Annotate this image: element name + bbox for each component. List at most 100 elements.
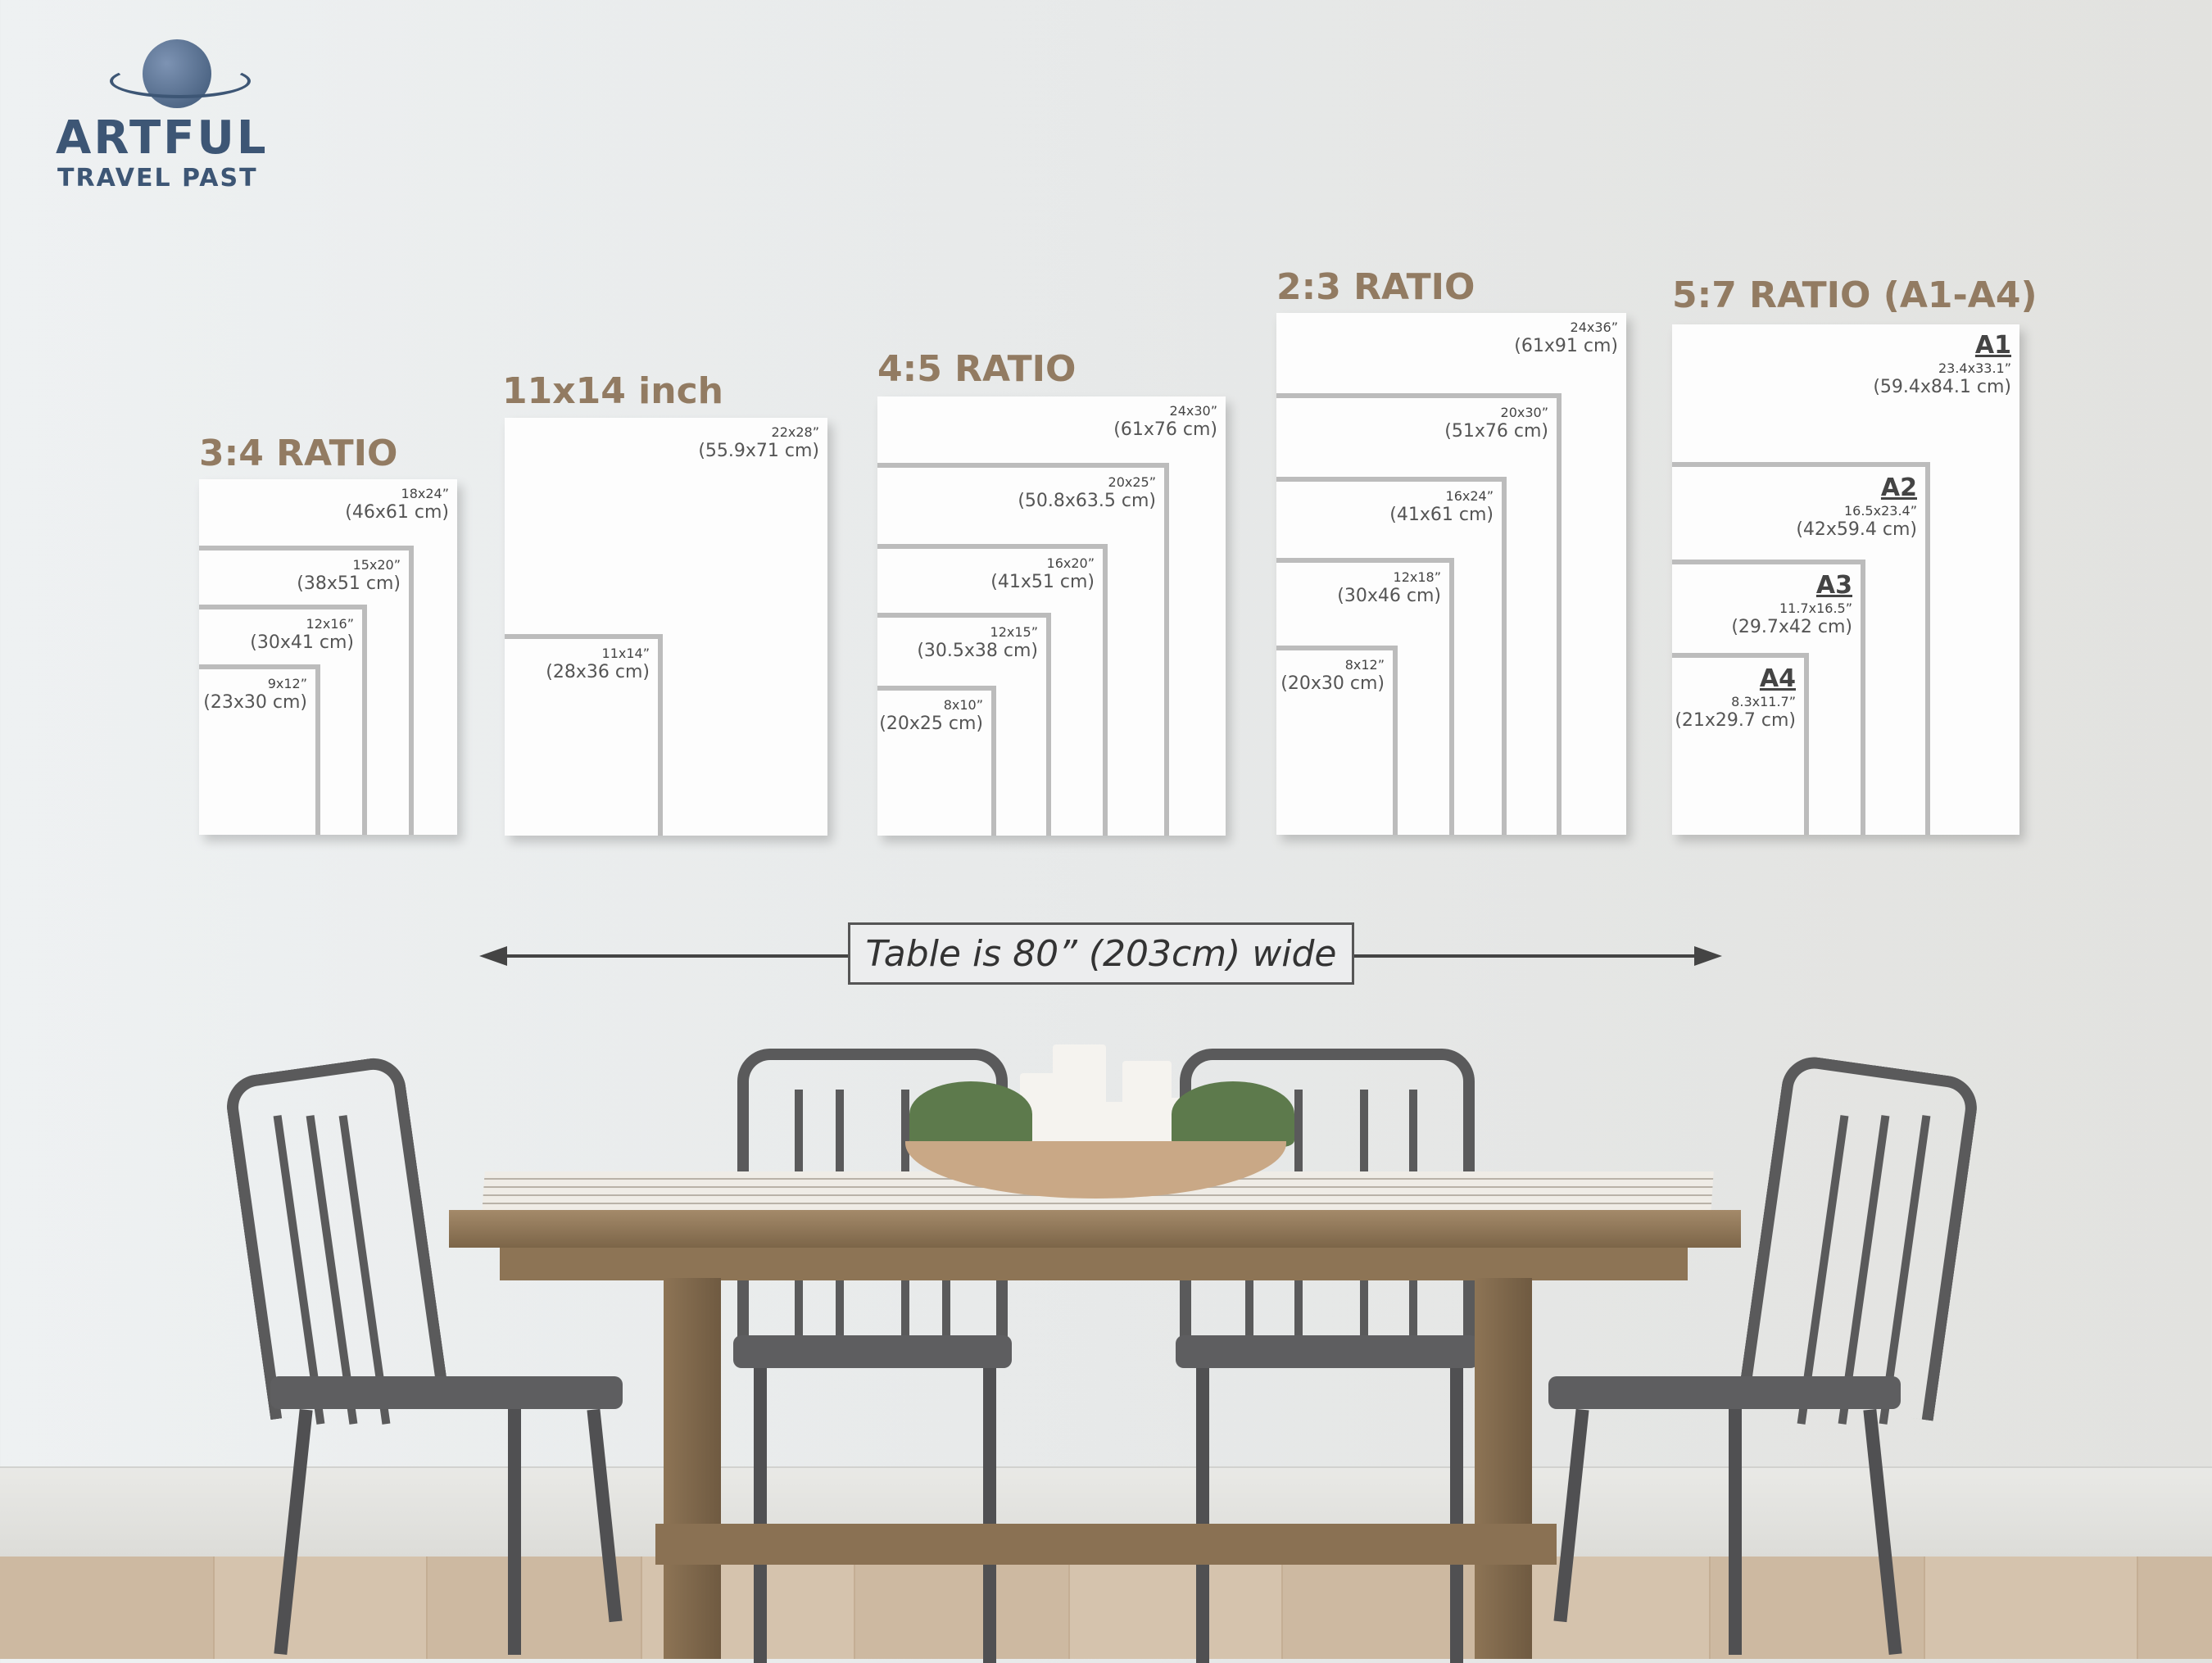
table-leg bbox=[664, 1278, 721, 1659]
size-frame: 20x25” (50.8x63.5 cm) bbox=[877, 463, 1169, 836]
size-frame: 11x14” (28x36 cm) bbox=[505, 634, 663, 836]
size-inches: 11.7x16.5” bbox=[1779, 600, 1852, 616]
size-cm: (42x59.4 cm) bbox=[1796, 519, 1917, 540]
size-label: 20x25” (50.8x63.5 cm) bbox=[1018, 474, 1156, 513]
size-cm: (51x76 cm) bbox=[1444, 421, 1548, 442]
size-inches: 8x10” bbox=[943, 697, 983, 713]
size-inches: 22x28” bbox=[771, 424, 819, 440]
paper-code: A3 bbox=[1815, 571, 1852, 600]
size-label: 24x30” (61x76 cm) bbox=[1113, 403, 1217, 442]
size-inches: 23.4x33.1” bbox=[1938, 360, 2011, 376]
arrow-left-icon bbox=[479, 946, 507, 966]
size-cm: (55.9x71 cm) bbox=[698, 441, 819, 461]
size-frame: 12x16” (30x41 cm) bbox=[199, 605, 367, 835]
size-label: 12x15” (30.5x38 cm) bbox=[917, 624, 1038, 663]
size-inches: 16x24” bbox=[1445, 488, 1494, 504]
size-label: 9x12” (23x30 cm) bbox=[203, 676, 307, 714]
size-frame: 9x12” (23x30 cm) bbox=[199, 664, 320, 835]
group-title: 2:3 RATIO bbox=[1276, 266, 1475, 308]
group-title: 4:5 RATIO bbox=[877, 348, 1077, 390]
size-cm: (20x30 cm) bbox=[1281, 673, 1385, 694]
size-label: 16x20” (41x51 cm) bbox=[990, 555, 1095, 594]
size-inches: 9x12” bbox=[267, 676, 307, 691]
size-inches: 16x20” bbox=[1046, 555, 1095, 571]
size-frame: 12x18” (30x46 cm) bbox=[1276, 558, 1454, 835]
size-cm: (30x46 cm) bbox=[1337, 586, 1441, 606]
logo-tagline: TRAVEL PAST bbox=[57, 164, 258, 193]
size-cm: (38x51 cm) bbox=[297, 573, 401, 594]
succulent-plant bbox=[1172, 1081, 1294, 1147]
size-label: A4 8.3x11.7” (21x29.7 cm) bbox=[1675, 664, 1796, 732]
size-cm: (59.4x84.1 cm) bbox=[1873, 377, 2011, 397]
size-cm: (50.8x63.5 cm) bbox=[1018, 491, 1156, 511]
size-cm: (61x91 cm) bbox=[1514, 336, 1618, 356]
size-frame: A4 8.3x11.7” (21x29.7 cm) bbox=[1672, 653, 1809, 835]
size-frame: 8x12” (20x30 cm) bbox=[1276, 646, 1398, 835]
paper-code: A2 bbox=[1880, 474, 1917, 502]
size-inches: 8.3x11.7” bbox=[1731, 694, 1796, 709]
succulent-plant bbox=[909, 1081, 1032, 1147]
paper-code: A4 bbox=[1759, 664, 1796, 693]
size-frame: 12x15” (30.5x38 cm) bbox=[877, 613, 1051, 836]
size-inches: 20x30” bbox=[1500, 405, 1548, 420]
size-inches: 16.5x23.4” bbox=[1843, 503, 1917, 519]
group-title: 3:4 RATIO bbox=[199, 433, 398, 474]
size-label: A2 16.5x23.4” (42x59.4 cm) bbox=[1796, 474, 1917, 541]
size-label: A1 23.4x33.1” (59.4x84.1 cm) bbox=[1873, 331, 2011, 399]
size-cm: (41x51 cm) bbox=[990, 572, 1095, 592]
size-panel: 18x24” (46x61 cm) 15x20” (38x51 cm) 12x16” (3… bbox=[199, 479, 457, 835]
wood-floor bbox=[0, 1557, 2212, 1659]
logo-name: ARTFUL bbox=[56, 111, 269, 165]
size-panel: A1 23.4x33.1” (59.4x84.1 cm) A2 16.5x23.4” (4… bbox=[1672, 324, 2019, 835]
size-cm: (41x61 cm) bbox=[1389, 505, 1494, 525]
size-inches: 18x24” bbox=[401, 486, 449, 501]
size-frame: A2 16.5x23.4” (42x59.4 cm) bbox=[1672, 462, 1930, 835]
table-width-banner: Table is 80” (203cm) wide bbox=[848, 922, 1354, 985]
size-inches: 12x18” bbox=[1393, 569, 1441, 585]
size-inches: 24x30” bbox=[1169, 403, 1217, 419]
size-inches: 12x16” bbox=[306, 616, 354, 632]
size-panel: 22x28” (55.9x71 cm) 11x14” (28x36 cm) bbox=[505, 418, 827, 836]
group-title: 5:7 RATIO (A1-A4) bbox=[1672, 274, 2037, 316]
size-label: 12x16” (30x41 cm) bbox=[250, 616, 354, 655]
size-inches: 11x14” bbox=[601, 646, 650, 661]
size-cm: (61x76 cm) bbox=[1113, 419, 1217, 440]
size-inches: 12x15” bbox=[990, 624, 1038, 640]
table-apron bbox=[500, 1248, 1688, 1280]
table-leg bbox=[1475, 1278, 1532, 1659]
size-label: 22x28” (55.9x71 cm) bbox=[698, 424, 819, 463]
size-label: 18x24” (46x61 cm) bbox=[345, 486, 449, 524]
size-cm: (46x61 cm) bbox=[345, 502, 449, 523]
size-cm: (29.7x42 cm) bbox=[1731, 617, 1852, 637]
size-frame: 16x20” (41x51 cm) bbox=[877, 544, 1108, 836]
size-label: 12x18” (30x46 cm) bbox=[1337, 569, 1441, 608]
size-frame: 20x30” (51x76 cm) bbox=[1276, 393, 1562, 835]
size-cm: (30.5x38 cm) bbox=[917, 641, 1038, 661]
size-frame: 16x24” (41x61 cm) bbox=[1276, 477, 1507, 835]
size-label: 15x20” (38x51 cm) bbox=[297, 557, 401, 596]
size-label: 8x12” (20x30 cm) bbox=[1281, 657, 1385, 696]
orbit-ring-icon bbox=[110, 64, 251, 98]
size-label: 20x30” (51x76 cm) bbox=[1444, 405, 1548, 443]
group-title: 11x14 inch bbox=[502, 370, 723, 412]
size-label: 24x36” (61x91 cm) bbox=[1514, 319, 1618, 358]
size-cm: (23x30 cm) bbox=[203, 692, 307, 713]
size-label: 8x10” (20x25 cm) bbox=[879, 697, 983, 736]
size-cm: (30x41 cm) bbox=[250, 632, 354, 653]
table-stretcher bbox=[655, 1524, 1557, 1565]
size-label: A3 11.7x16.5” (29.7x42 cm) bbox=[1731, 571, 1852, 639]
size-inches: 8x12” bbox=[1344, 657, 1385, 673]
size-label: 11x14” (28x36 cm) bbox=[546, 646, 650, 684]
size-panel: 24x30” (61x76 cm) 20x25” (50.8x63.5 cm) 16x2… bbox=[877, 396, 1226, 836]
size-frame: 8x10” (20x25 cm) bbox=[877, 686, 996, 836]
size-label: 16x24” (41x61 cm) bbox=[1389, 488, 1494, 527]
size-cm: (21x29.7 cm) bbox=[1675, 710, 1796, 731]
size-frame: 15x20” (38x51 cm) bbox=[199, 546, 414, 835]
size-inches: 24x36” bbox=[1570, 319, 1618, 335]
size-inches: 15x20” bbox=[352, 557, 401, 573]
size-panel: 24x36” (61x91 cm) 20x30” (51x76 cm) 16x24” (4… bbox=[1276, 313, 1626, 835]
size-cm: (28x36 cm) bbox=[546, 662, 650, 682]
size-inches: 20x25” bbox=[1108, 474, 1156, 490]
paper-code: A1 bbox=[1974, 331, 2011, 360]
table-top bbox=[449, 1210, 1741, 1248]
